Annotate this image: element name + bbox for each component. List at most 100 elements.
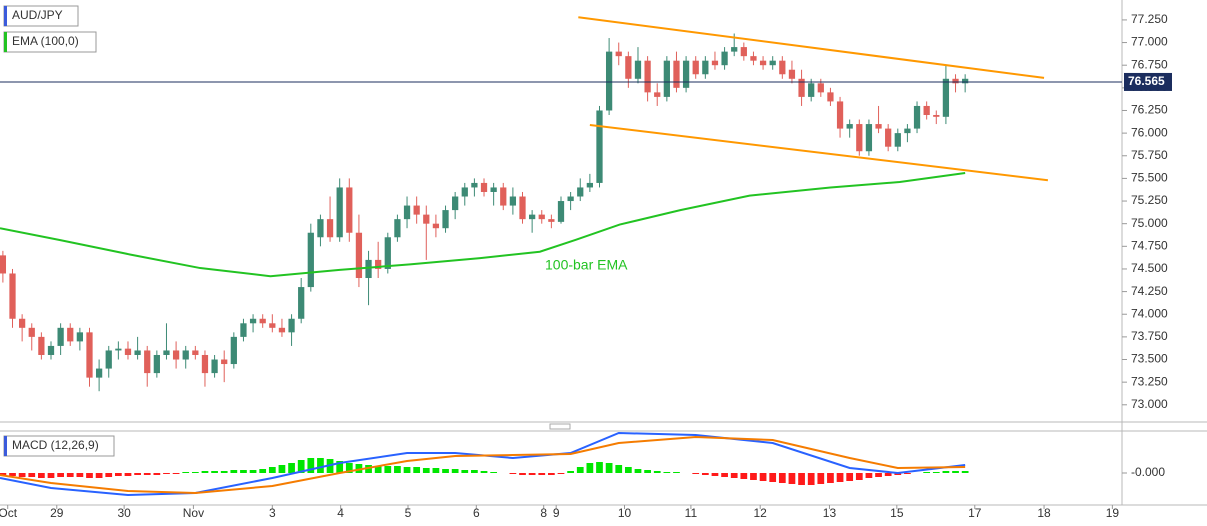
candle-body <box>692 60 699 75</box>
candle-body <box>836 101 844 129</box>
histogram-bar <box>750 473 757 480</box>
candle-body <box>278 327 286 333</box>
histogram-bar <box>461 470 469 473</box>
candle-body <box>269 323 276 328</box>
y-tick-label: 76.750 <box>1131 57 1168 71</box>
candle-body <box>163 350 170 355</box>
histogram-bar <box>422 468 430 473</box>
candle-body <box>86 332 93 378</box>
candle-body <box>673 60 680 88</box>
y-tick-label: -0.000 <box>1131 465 1165 479</box>
candle-body <box>230 336 237 365</box>
histogram-bar <box>18 473 26 477</box>
histogram-bar <box>961 471 969 473</box>
histogram-bar <box>268 467 276 473</box>
candle-body <box>529 214 536 220</box>
histogram-bar <box>105 473 113 477</box>
y-tick-label: 73.750 <box>1131 329 1168 343</box>
histogram-bar <box>836 473 844 482</box>
ema-label: EMA (100,0) <box>12 34 79 48</box>
candle-body <box>461 187 468 197</box>
histogram-bar <box>95 473 103 478</box>
histogram-bar <box>865 473 873 478</box>
candle-body <box>904 128 911 134</box>
histogram-bar <box>567 471 574 473</box>
histogram-bar <box>0 473 7 475</box>
candle-body <box>721 51 728 66</box>
histogram-bar <box>692 473 700 474</box>
candle-body <box>731 47 738 52</box>
y-tick-label: 77.000 <box>1131 35 1168 49</box>
histogram-bar <box>413 467 421 473</box>
y-tick-label: 75.500 <box>1131 171 1168 185</box>
histogram-bar <box>172 473 180 474</box>
candle-body <box>192 350 199 355</box>
y-tick-label: 74.500 <box>1131 261 1168 275</box>
x-tick-label: 15 <box>890 506 904 520</box>
histogram-bar <box>952 471 959 473</box>
x-tick-label: 18 <box>1037 506 1051 520</box>
histogram-bar <box>769 473 777 482</box>
histogram-bar <box>86 473 93 478</box>
histogram-bar <box>153 473 161 475</box>
histogram-bar <box>673 472 680 473</box>
histogram-bar <box>57 473 64 477</box>
candle-body <box>9 273 16 319</box>
candle-body <box>933 115 940 117</box>
y-tick-label: 74.250 <box>1131 284 1168 298</box>
candle-body <box>788 69 796 79</box>
y-tick-label: 76.250 <box>1131 103 1168 117</box>
candle-body <box>105 350 112 369</box>
histogram-bar <box>942 471 950 473</box>
candle-body <box>76 332 83 342</box>
histogram-bar <box>875 473 882 477</box>
candle-body <box>654 92 661 97</box>
candle-body <box>962 78 969 84</box>
histogram-bar <box>240 470 247 473</box>
candle-body <box>19 318 26 328</box>
histogram-bar <box>114 473 122 476</box>
candle-body <box>423 214 430 224</box>
histogram-bar <box>134 473 141 475</box>
histogram-bar <box>28 473 36 477</box>
histogram-bar <box>442 469 449 473</box>
candle-body <box>403 205 411 220</box>
histogram-bar <box>374 466 382 473</box>
histogram-bar <box>538 473 546 475</box>
histogram-bar <box>124 473 132 476</box>
symbol-label: AUD/JPY <box>12 8 63 22</box>
candle-body <box>326 219 334 238</box>
candle-body <box>682 60 690 88</box>
candle-body <box>153 354 160 374</box>
histogram-bar <box>904 473 911 474</box>
histogram-bar <box>394 466 401 473</box>
y-tick-label: 74.000 <box>1131 306 1168 320</box>
candle-body <box>509 196 517 206</box>
panel-resize-handle[interactable] <box>549 423 571 430</box>
x-tick-label: 12 <box>754 506 768 520</box>
candle-body <box>365 259 372 279</box>
ema-marker <box>4 32 7 52</box>
histogram-bar <box>9 473 16 476</box>
candle-body <box>875 124 882 129</box>
histogram-bar <box>345 463 353 473</box>
plot-layer: 77.25077.00076.75076.50076.25076.00075.7… <box>0 12 1172 520</box>
histogram-bar <box>884 473 892 476</box>
candle-body <box>144 350 151 374</box>
y-tick-label: 73.500 <box>1131 352 1168 366</box>
x-tick-label: 3 <box>269 506 276 520</box>
y-tick-label: 75.750 <box>1131 148 1168 162</box>
histogram-bar <box>317 458 324 473</box>
candle-body <box>827 92 834 102</box>
candle-body <box>47 345 55 355</box>
histogram-bar <box>259 469 267 473</box>
x-tick-label: Oct <box>0 506 18 520</box>
candle-body <box>95 368 103 378</box>
histogram-bar <box>403 467 411 473</box>
histogram-bar <box>480 471 488 473</box>
histogram-bar <box>596 462 603 473</box>
histogram-bar <box>634 469 642 473</box>
candle-body <box>413 205 420 215</box>
line-series <box>0 171 966 278</box>
